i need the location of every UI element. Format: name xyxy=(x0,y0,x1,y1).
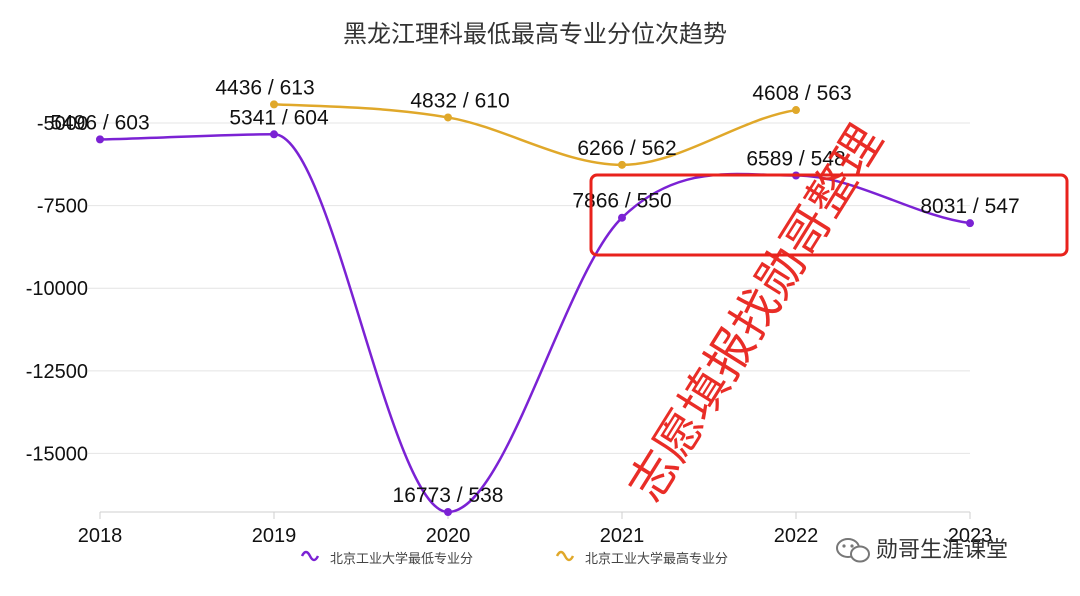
data-point xyxy=(966,219,974,228)
y-tick-label: -7500 xyxy=(37,196,88,218)
data-point xyxy=(96,135,104,144)
grid xyxy=(88,122,970,454)
data-point xyxy=(792,106,800,115)
x-axis: 2018 2019 2020 2021 2022 2023 xyxy=(78,511,993,547)
y-tick-label: -15000 xyxy=(26,443,88,465)
data-label: 6589 / 548 xyxy=(746,148,845,171)
data-point xyxy=(618,160,626,169)
x-tick-label: 2019 xyxy=(252,525,297,547)
data-point xyxy=(444,113,452,122)
data-point xyxy=(270,130,278,139)
x-tick-label: 2023 xyxy=(948,525,993,547)
highlight-box xyxy=(589,173,1069,257)
y-axis: -5000 -7500 -10000 -12500 -15000 xyxy=(26,113,88,465)
data-label: 16773 / 538 xyxy=(393,484,504,507)
chart-title: 黑龙江理科最低最高专业分位次趋势 xyxy=(343,20,727,48)
legend-entry: 北京工业大学最高专业分 xyxy=(585,551,728,567)
brand: 勋哥生涯课堂 xyxy=(836,538,1008,563)
data-label: 5341 / 604 xyxy=(229,106,329,129)
brand-text: 勋哥生涯课堂 xyxy=(876,538,1008,563)
data-label: 6266 / 562 xyxy=(577,137,676,160)
wechat-icon xyxy=(836,538,870,563)
x-tick-label: 2022 xyxy=(774,525,819,547)
data-label: 5496 / 603 xyxy=(50,111,149,134)
x-tick-label: 2020 xyxy=(426,525,471,547)
series-line xyxy=(273,103,797,167)
data-label: 8031 / 547 xyxy=(920,195,1019,218)
data-label: 4608 / 563 xyxy=(752,82,851,105)
legend-swatch xyxy=(300,550,320,562)
data-point xyxy=(444,508,452,516)
y-tick-label: -5000 xyxy=(37,113,88,135)
legend-swatch xyxy=(555,550,575,562)
data-label: 4436 / 613 xyxy=(215,76,314,99)
data-label: 4832 / 610 xyxy=(410,89,509,112)
y-tick-label: -12500 xyxy=(26,361,88,383)
x-tick-label: 2021 xyxy=(600,525,645,547)
data-point xyxy=(618,213,626,222)
data-labels: 5496 / 603 5341 / 604 16773 / 538 7866 / 55… xyxy=(50,76,1019,507)
legend: 北京工业大学最低专业分 北京工业大学最高专业分 xyxy=(300,550,728,567)
legend-entry: 北京工业大学最低专业分 xyxy=(330,551,473,567)
data-label: 7866 / 550 xyxy=(572,190,671,213)
data-point xyxy=(270,100,278,109)
y-tick-label: -10000 xyxy=(26,278,88,300)
x-tick-label: 2018 xyxy=(78,525,123,547)
